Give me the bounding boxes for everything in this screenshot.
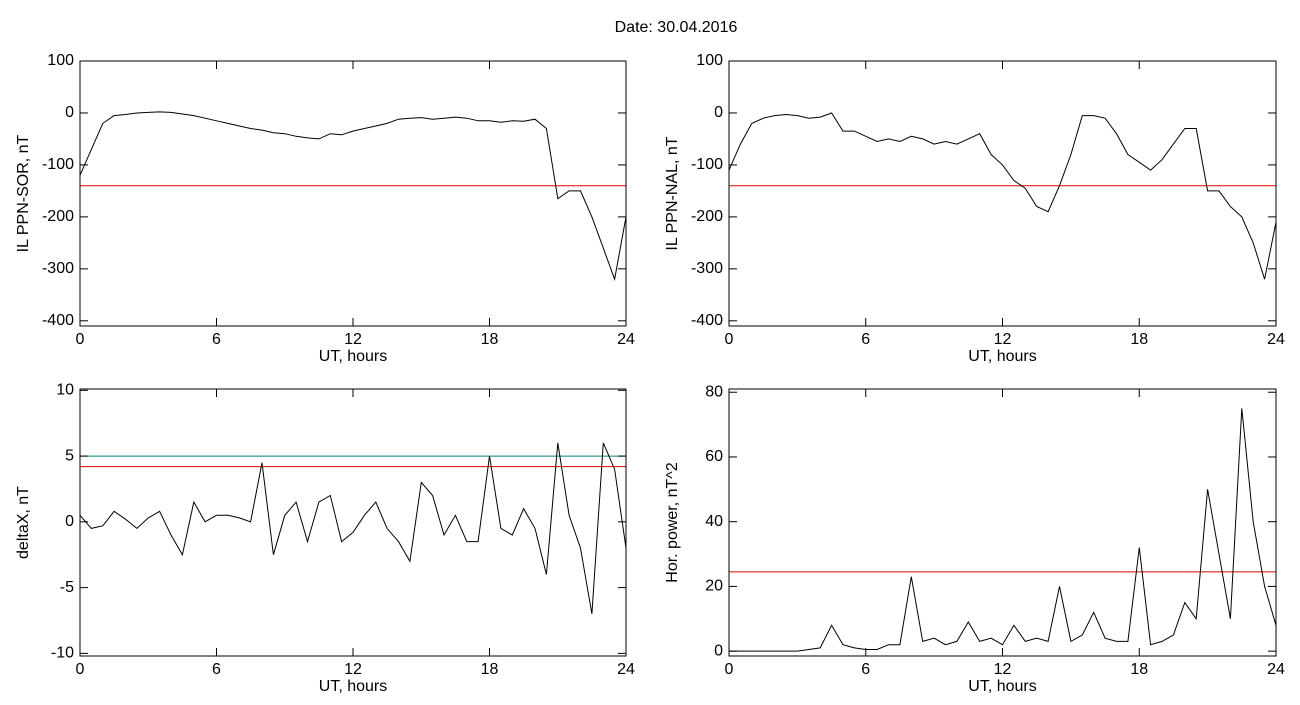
- x-tick-label: 0: [725, 331, 734, 348]
- data-line: [729, 408, 1277, 652]
- x-tick-label: 0: [725, 661, 734, 678]
- data-line: [728, 112, 1277, 280]
- x-tick-label: 24: [617, 661, 635, 678]
- y-tick-label: 10: [56, 382, 74, 399]
- x-tick-label: 12: [994, 331, 1012, 348]
- x-tick-label: 6: [212, 661, 221, 678]
- y-tick-label: -300: [691, 260, 723, 277]
- x-axis-label: UT, hours: [968, 678, 1036, 695]
- y-tick-label: -5: [60, 579, 74, 596]
- plot-frame: [79, 388, 627, 657]
- y-tick-label: -100: [42, 156, 74, 173]
- plot-frame: [728, 60, 1277, 327]
- y-tick-label: 100: [47, 52, 74, 69]
- y-tick-label: 40: [705, 513, 723, 530]
- x-tick-label: 6: [861, 331, 870, 348]
- y-tick-label: 60: [705, 448, 723, 465]
- data-line: [79, 442, 627, 614]
- x-tick-label: 24: [1267, 661, 1285, 678]
- y-tick-label: -400: [691, 312, 723, 329]
- x-tick-label: 12: [344, 661, 362, 678]
- y-axis-label: IL PPN-SOR, nT: [15, 134, 32, 252]
- x-tick-label: 24: [1267, 331, 1285, 348]
- x-tick-label: 6: [212, 331, 221, 348]
- page-title: Date: 30.04.2016: [615, 19, 738, 36]
- y-tick-label: -300: [42, 260, 74, 277]
- y-tick-label: 0: [65, 513, 74, 530]
- x-tick-label: 18: [1130, 661, 1148, 678]
- y-tick-label: 5: [65, 447, 74, 464]
- x-tick-label: 18: [481, 331, 499, 348]
- y-tick-label: 0: [714, 642, 723, 659]
- x-tick-label: 0: [76, 661, 85, 678]
- y-tick-label: -200: [691, 208, 723, 225]
- y-axis-label: IL PPN-NAL, nT: [664, 136, 681, 250]
- x-tick-label: 24: [617, 331, 635, 348]
- x-tick-label: 0: [76, 331, 85, 348]
- x-tick-label: 18: [1130, 331, 1148, 348]
- x-axis-label: UT, hours: [968, 348, 1036, 365]
- y-tick-label: 0: [65, 104, 74, 121]
- data-line: [79, 111, 627, 282]
- y-axis-label: deltaX, nT: [15, 486, 32, 559]
- y-tick-label: 20: [705, 578, 723, 595]
- y-tick-label: 80: [705, 383, 723, 400]
- x-tick-label: 12: [994, 661, 1012, 678]
- y-axis-label: Hor. power, nT^2: [664, 462, 681, 583]
- x-tick-label: 18: [481, 661, 499, 678]
- y-tick-label: -100: [691, 156, 723, 173]
- x-axis-label: UT, hours: [319, 348, 387, 365]
- x-axis-label: UT, hours: [319, 678, 387, 695]
- y-tick-label: 100: [696, 52, 723, 69]
- y-tick-label: -200: [42, 208, 74, 225]
- plot-frame: [79, 60, 627, 327]
- y-tick-label: 0: [714, 104, 723, 121]
- y-tick-label: -400: [42, 312, 74, 329]
- y-tick-label: -10: [51, 645, 74, 662]
- x-tick-label: 6: [861, 661, 870, 678]
- x-tick-label: 12: [344, 331, 362, 348]
